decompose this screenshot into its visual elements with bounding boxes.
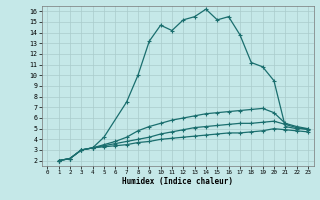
X-axis label: Humidex (Indice chaleur): Humidex (Indice chaleur) (122, 177, 233, 186)
